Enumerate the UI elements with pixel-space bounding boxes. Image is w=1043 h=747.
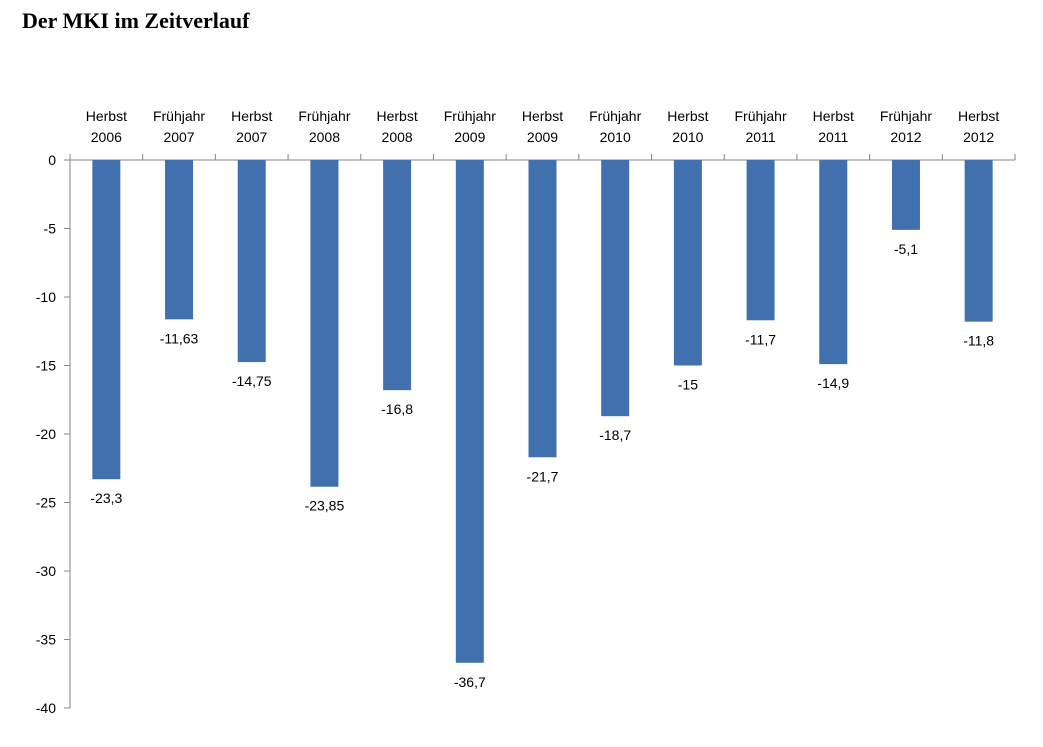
data-label: -11,63: [160, 330, 199, 346]
data-label: -18,7: [599, 427, 631, 443]
category-label: Frühjahr: [153, 108, 205, 124]
category-label: Frühjahr: [298, 108, 350, 124]
category-label: Herbst: [522, 108, 563, 124]
y-tick-label: -35: [36, 632, 56, 648]
category-label: 2008: [309, 129, 340, 145]
data-label: -23,3: [90, 490, 122, 506]
y-tick-label: -5: [44, 221, 57, 237]
y-tick-label: -40: [36, 700, 56, 716]
bar: [383, 160, 412, 391]
y-tick-label: 0: [48, 152, 56, 168]
data-label: -16,8: [381, 401, 413, 417]
bar: [310, 160, 339, 487]
bar: [891, 160, 920, 230]
y-tick-label: -20: [36, 426, 56, 442]
data-label: -11,8: [963, 333, 994, 349]
bar: [92, 160, 121, 480]
category-label: 2006: [91, 129, 122, 145]
data-label: -14,9: [817, 375, 849, 391]
category-label: 2011: [746, 129, 776, 145]
category-label: Herbst: [86, 108, 127, 124]
category-label: Frühjahr: [444, 108, 496, 124]
bar: [528, 160, 557, 458]
y-tick-label: -10: [36, 289, 56, 305]
data-label: -14,75: [232, 373, 272, 389]
category-label: 2009: [527, 129, 558, 145]
bar: [746, 160, 775, 321]
data-label: -23,85: [305, 498, 345, 514]
category-label: Herbst: [813, 108, 854, 124]
bar: [819, 160, 848, 365]
category-label: 2009: [454, 129, 485, 145]
category-label: Herbst: [667, 108, 708, 124]
category-label: Herbst: [958, 108, 999, 124]
category-label: 2012: [963, 129, 994, 145]
data-label: -15: [678, 377, 698, 393]
bar: [601, 160, 630, 417]
bar: [165, 160, 194, 320]
data-label: -21,7: [527, 468, 559, 484]
data-label: -11,7: [745, 331, 776, 347]
category-label: Herbst: [376, 108, 417, 124]
bar: [673, 160, 702, 366]
y-tick-label: -15: [36, 358, 56, 374]
category-label: 2010: [672, 129, 703, 145]
category-label: Frühjahr: [735, 108, 787, 124]
chart-title: Der MKI im Zeitverlauf: [22, 8, 250, 33]
bar: [455, 160, 484, 663]
category-label: 2012: [890, 129, 921, 145]
data-label: -5,1: [894, 241, 918, 257]
data-label: -36,7: [454, 674, 486, 690]
bar: [964, 160, 993, 322]
category-label: 2011: [818, 129, 848, 145]
y-tick-label: -30: [36, 563, 56, 579]
category-label: Frühjahr: [880, 108, 932, 124]
bar: [237, 160, 266, 363]
category-label: 2007: [236, 129, 267, 145]
category-label: Frühjahr: [589, 108, 641, 124]
y-tick-label: -25: [36, 495, 56, 511]
category-label: 2010: [600, 129, 631, 145]
category-label: Herbst: [231, 108, 272, 124]
category-label: 2007: [163, 129, 194, 145]
category-label: 2008: [382, 129, 413, 145]
